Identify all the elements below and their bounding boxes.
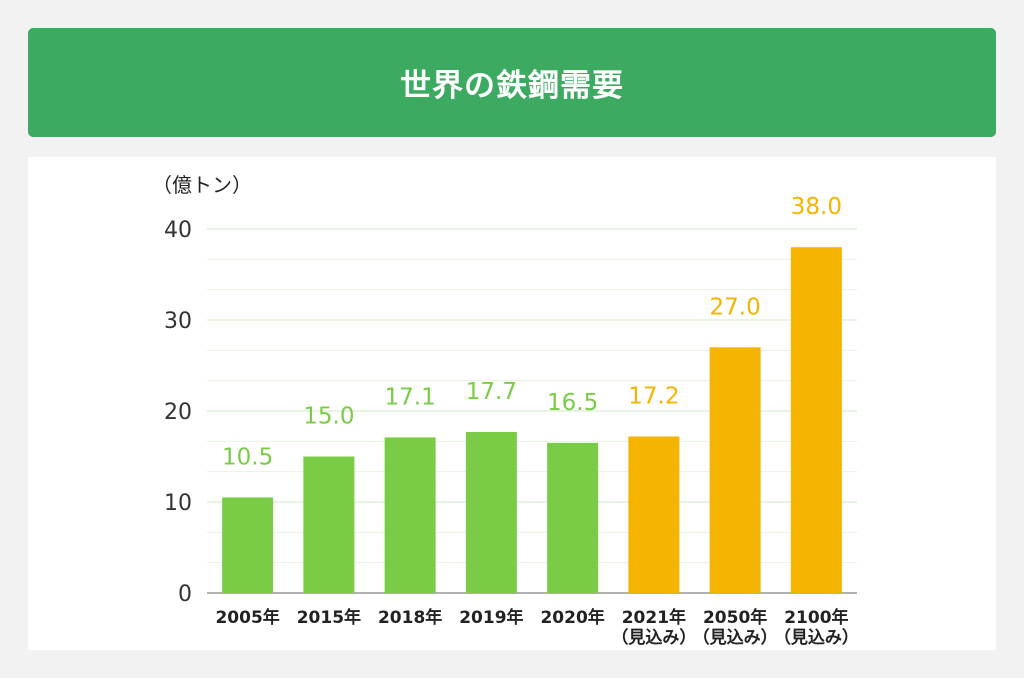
data-label: 27.0: [710, 294, 761, 320]
bar: [384, 437, 436, 593]
chart-header: 世界の鉄鋼需要: [28, 28, 996, 137]
bar-chart: （億トン） 0 10 20 30 40 10.5 15.0 17.1 17.7 16.5 17.2…: [152, 173, 859, 648]
data-label: 17.7: [466, 379, 517, 405]
x-tick-label: 2019年: [459, 607, 523, 628]
bar: [628, 436, 680, 593]
bar: [709, 347, 761, 593]
x-axis-ticks: 2005年 2015年 2018年 2019年 2020年 2021年（見込み）2050年…: [215, 607, 858, 648]
x-tick-label: 2021年: [622, 607, 686, 628]
chart-title: 世界の鉄鋼需要: [400, 68, 624, 104]
data-labels: 10.5 15.0 17.1 17.7 16.5 17.2 27.0 38.0: [222, 194, 842, 470]
x-tick-label: 2015年: [297, 607, 361, 628]
x-tick-label: 2100年: [784, 607, 848, 628]
x-tick-label: 2020年: [540, 607, 604, 628]
y-tick-label: 20: [164, 400, 192, 425]
y-tick-label: 30: [164, 309, 192, 334]
chart-panel: （億トン） 0 10 20 30 40 10.5 15.0 17.1 17.7 16.5 17.2…: [28, 157, 996, 650]
data-label: 16.5: [547, 390, 598, 416]
x-tick-label: 2005年: [215, 607, 279, 628]
data-label: 15.0: [303, 404, 354, 430]
x-tick-label: （見込み）: [693, 627, 778, 648]
y-tick-label: 40: [164, 218, 192, 243]
x-tick-label: （見込み）: [611, 627, 696, 648]
x-tick-label: （見込み）: [774, 627, 859, 648]
bar: [790, 247, 842, 593]
bar: [465, 431, 517, 593]
x-tick-label: 2018年: [378, 607, 442, 628]
data-label: 17.2: [628, 383, 679, 409]
data-label: 17.1: [385, 384, 436, 410]
y-tick-label: 10: [164, 491, 192, 516]
bar: [547, 442, 599, 593]
y-tick-label: 0: [178, 582, 192, 607]
bar: [222, 497, 274, 593]
data-label: 10.5: [222, 444, 273, 470]
unit-label: （億トン）: [152, 173, 252, 197]
y-axis-ticks: 0 10 20 30 40: [164, 218, 192, 607]
bars: [222, 247, 842, 593]
data-label: 38.0: [791, 194, 842, 220]
x-tick-label: 2050年: [703, 607, 767, 628]
bar: [303, 456, 355, 593]
